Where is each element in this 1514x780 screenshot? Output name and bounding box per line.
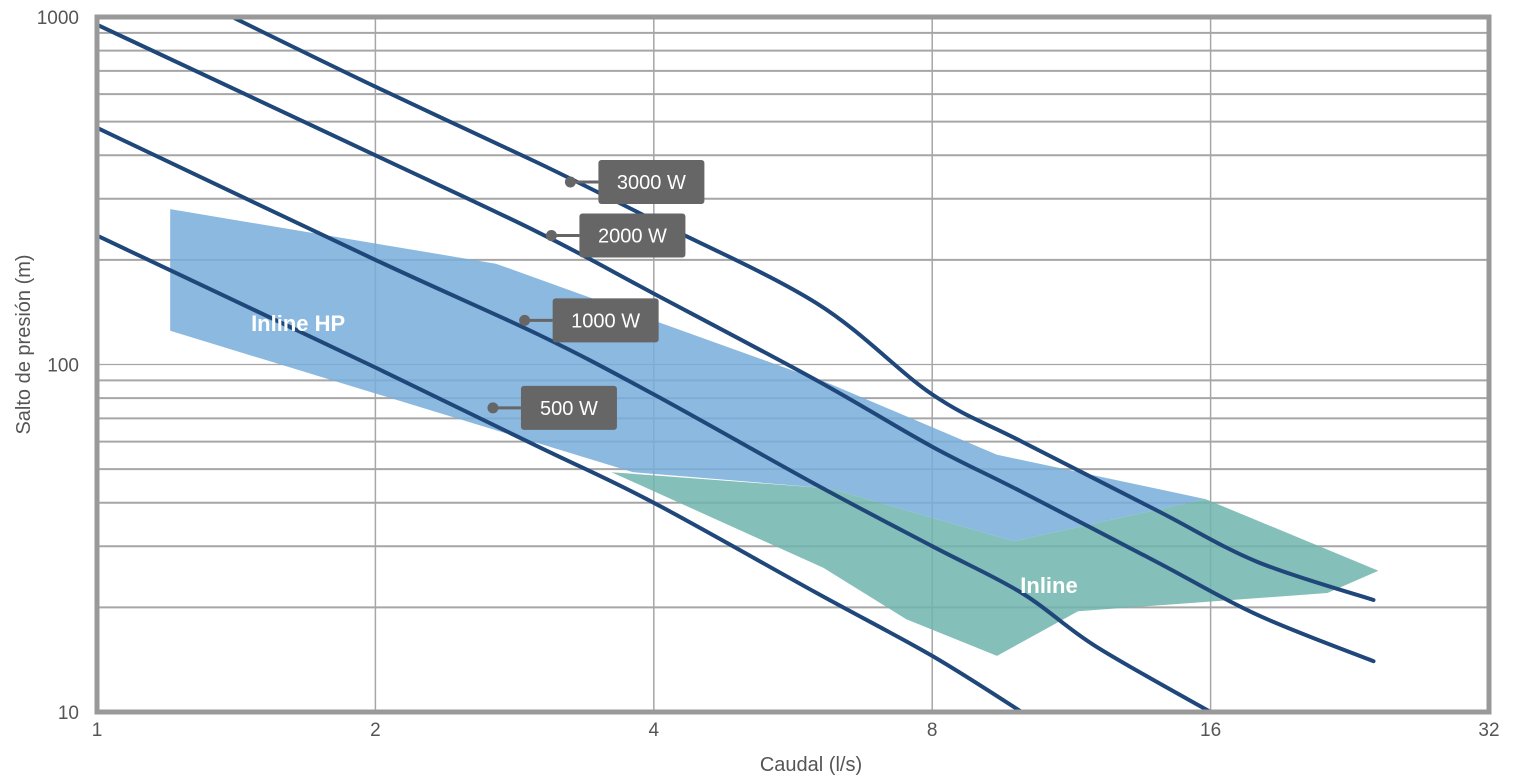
region-labels: Inline HP Inline	[251, 311, 1078, 598]
callout-dot	[519, 314, 531, 326]
series-line-3000w	[230, 17, 1376, 602]
x-tick-label: 1	[92, 720, 103, 741]
series-layer	[97, 17, 1376, 712]
tick-labels: 1 2 4 8 16 32 10 100 1000	[37, 8, 1500, 741]
x-tick-label: 2	[370, 720, 381, 741]
callout-label: 2000 W	[598, 226, 667, 248]
callout-dot	[564, 176, 576, 188]
callout-label: 3000 W	[617, 172, 686, 194]
x-tick-label: 32	[1478, 720, 1499, 741]
y-axis-title: Salto de presión (m)	[13, 254, 35, 434]
regions-layer	[170, 209, 1379, 656]
region-label-inline: Inline	[1020, 573, 1077, 598]
region-inline-hp	[170, 209, 1206, 542]
y-tick-label: 10	[58, 703, 79, 724]
callout-label: 1000 W	[571, 310, 640, 332]
callout-dot	[545, 230, 557, 242]
callouts-layer: 3000 W 2000 W 1000 W 500 W	[487, 160, 705, 430]
x-tick-label: 16	[1200, 720, 1221, 741]
callout-box	[579, 213, 686, 258]
callout-label: 500 W	[540, 398, 598, 420]
plot-frame	[94, 14, 1492, 715]
series-line-1000w	[97, 125, 1213, 712]
region-inline	[611, 472, 1379, 656]
y-tick-label: 1000	[37, 8, 79, 29]
x-tick-label: 8	[927, 720, 938, 741]
series-line-500w	[97, 233, 1024, 712]
callout-box	[598, 160, 705, 205]
y-tick-label: 100	[47, 356, 79, 377]
region-label-inline-hp: Inline HP	[251, 311, 345, 336]
callout-dot	[487, 402, 499, 414]
x-tick-label: 4	[649, 720, 660, 741]
x-axis-title: Caudal (l/s)	[760, 754, 862, 776]
callout-box	[552, 298, 659, 343]
series-line-2000w	[97, 22, 1376, 664]
callout-box	[520, 385, 617, 430]
